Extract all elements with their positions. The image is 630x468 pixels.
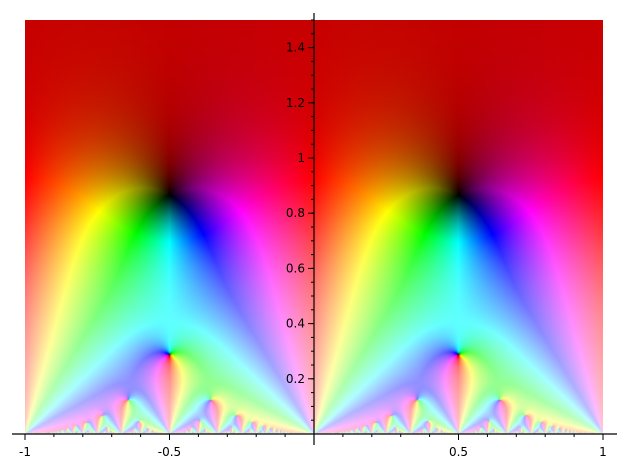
y-tick-label: 0.2 [286, 372, 305, 386]
y-tick-label: 1.2 [286, 96, 305, 110]
y-tick-label: 1 [297, 151, 305, 165]
x-tick-label: -1 [19, 445, 31, 459]
x-tick-label: 0.5 [449, 445, 468, 459]
y-tick-label: 0.6 [286, 261, 305, 275]
y-tick-label: 1.4 [286, 41, 305, 55]
x-tick-label: 1 [599, 445, 607, 459]
x-tick-label: -0.5 [158, 445, 181, 459]
y-tick-label: 0.8 [286, 206, 305, 220]
y-tick-label: 0.4 [286, 317, 305, 331]
